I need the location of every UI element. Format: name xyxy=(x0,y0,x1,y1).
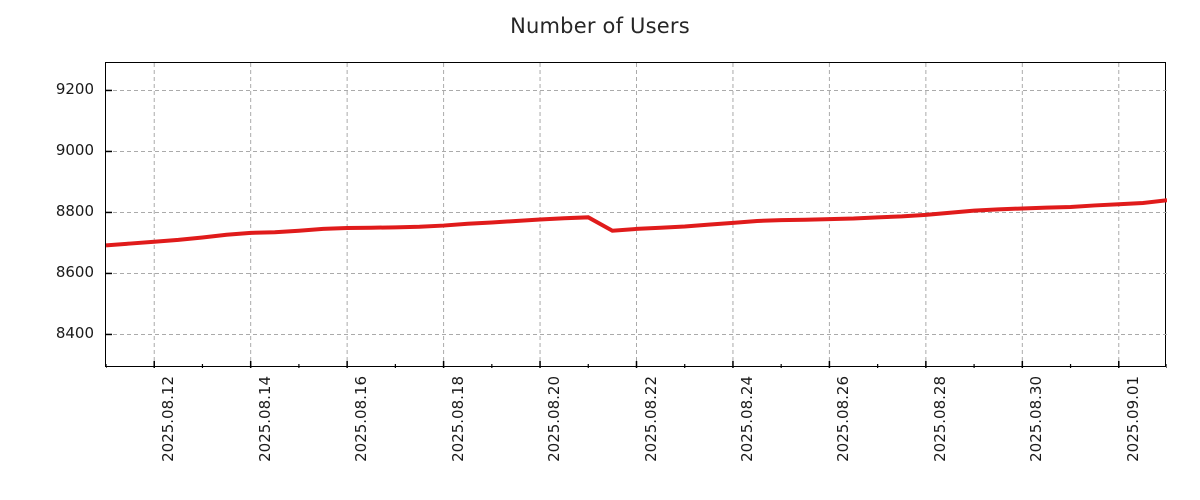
x-axis-tick-label: 2025.08.14 xyxy=(255,376,274,462)
y-axis-tick-label: 8600 xyxy=(55,263,94,282)
y-axis-tick-label: 8400 xyxy=(55,324,94,343)
grid-lines xyxy=(106,63,1167,368)
x-axis-tick-label: 2025.08.20 xyxy=(545,376,564,462)
plot-svg xyxy=(106,63,1167,368)
x-axis-tick-label: 2025.08.16 xyxy=(352,376,371,462)
plot-area xyxy=(105,62,1167,368)
y-axis-tick-labels: 8400 8600 8800 9000 9200 xyxy=(0,0,94,500)
x-axis-tick-label: 2025.08.30 xyxy=(1027,376,1046,462)
data-line-layer xyxy=(106,198,1167,248)
y-axis-tick-label: 9000 xyxy=(55,141,94,160)
x-axis-tick-label: 2025.08.12 xyxy=(159,376,178,462)
x-axis-tick-label: 2025.08.24 xyxy=(737,376,756,462)
y-axis-tick-label: 9200 xyxy=(55,80,94,99)
x-axis-tick-label: 2025.08.28 xyxy=(930,376,949,462)
y-axis-tick-label: 8800 xyxy=(55,202,94,221)
chart-title: Number of Users xyxy=(510,14,690,38)
x-axis-tick-label: 2025.09.01 xyxy=(1123,376,1142,462)
x-axis-tick-label: 2025.08.22 xyxy=(641,376,660,462)
x-axis-tick-label: 2025.08.26 xyxy=(834,376,853,462)
data-line-number-of-users xyxy=(106,198,1167,248)
x-axis-tick-label: 2025.08.18 xyxy=(448,376,467,462)
